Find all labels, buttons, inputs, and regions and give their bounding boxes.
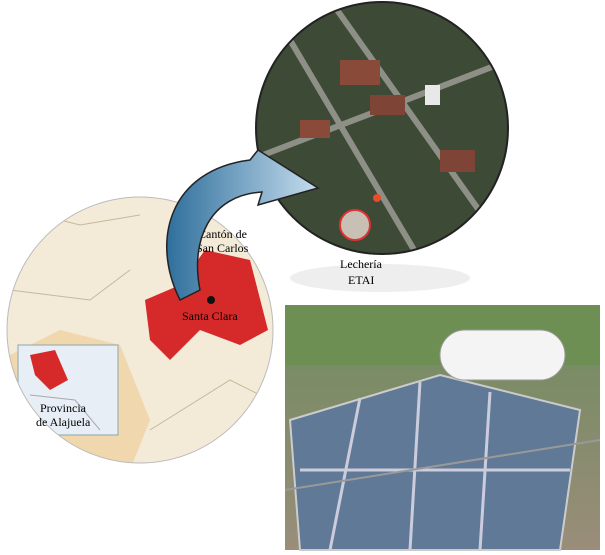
arrow — [166, 149, 320, 302]
label-shadow — [290, 264, 470, 292]
province-label: de Alajuela — [36, 415, 91, 429]
province-label: Provincia — [40, 401, 87, 415]
city-marker — [207, 296, 215, 304]
map-border — [6, 196, 274, 464]
satellite-border — [255, 1, 509, 255]
satellite-image — [256, 2, 508, 254]
region-map — [7, 197, 273, 463]
city-label: Santa Clara — [182, 309, 238, 323]
site-label: ETAI — [348, 273, 374, 287]
canton-label: San Carlos — [196, 241, 249, 255]
canton-label: Cantón de — [198, 227, 247, 241]
site-label: Lechería — [340, 257, 383, 271]
solar-heater-photo — [284, 305, 601, 551]
